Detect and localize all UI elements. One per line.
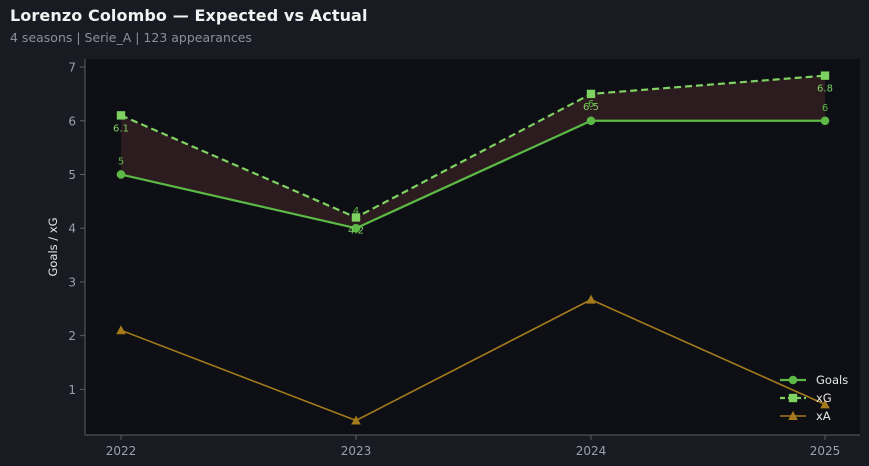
xa-point	[351, 415, 361, 425]
xa-point	[586, 294, 596, 304]
y-tick-label: 3	[68, 275, 76, 289]
x-tick-label: 2024	[576, 444, 607, 458]
goals-data-label: 6	[822, 103, 828, 114]
goals-point	[820, 116, 830, 126]
chart-title: Lorenzo Colombo — Expected vs Actual	[10, 6, 368, 25]
axis-ticks: 1 2 3 4 5 6 7 2022 2023 2024 2025	[68, 61, 840, 458]
legend-xa-marker	[788, 411, 798, 420]
y-tick-label: 7	[68, 61, 76, 75]
legend-xa-label: xA	[816, 409, 831, 423]
y-tick-label: 5	[68, 168, 76, 182]
y-tick-label: 2	[68, 329, 76, 343]
xg-point	[351, 213, 361, 222]
y-tick-label: 1	[68, 383, 76, 397]
goals-xg-gap-area	[121, 75, 825, 229]
xa-point	[820, 399, 830, 409]
legend: Goals xG xA	[780, 373, 848, 423]
y-tick-label: 4	[68, 222, 76, 236]
xg-data-label: 6.1	[113, 123, 129, 134]
xg-data-label: 6.5	[583, 102, 599, 113]
xg-data-label: 4.2	[348, 225, 364, 236]
xg-line	[120, 74, 826, 219]
xg-point	[586, 89, 596, 99]
y-tick-label: 6	[68, 114, 76, 128]
x-tick-label: 2023	[341, 444, 372, 458]
x-tick-label: 2025	[810, 444, 841, 458]
xa-line	[120, 298, 826, 422]
goals-point	[116, 170, 126, 179]
chart-subtitle: 4 seasons | Serie_A | 123 appearances	[10, 30, 252, 45]
series-markers	[116, 71, 830, 425]
legend-goals-label: Goals	[816, 373, 848, 387]
xg-point	[116, 111, 126, 120]
legend-goals-marker	[788, 375, 798, 385]
goals-point	[586, 116, 596, 126]
x-tick-label: 2022	[106, 444, 137, 458]
goals-xg-gap-fill	[121, 75, 825, 229]
xg-point	[820, 71, 830, 80]
xg-data-label: 6.8	[817, 84, 833, 95]
goals-data-label: 5	[118, 156, 124, 167]
xa-point	[116, 325, 126, 335]
series-lines	[120, 74, 826, 422]
goals-data-label: 6	[588, 99, 594, 110]
goals-point	[351, 223, 361, 233]
goals-line	[120, 119, 825, 230]
data-labels: 5 4 6 6 6.1 4.2 6.5 6.8	[113, 84, 833, 237]
goals-data-label: 4	[353, 206, 359, 217]
y-axis-label: Goals / xG	[46, 217, 60, 276]
legend-xg-label: xG	[816, 391, 832, 405]
legend-xg-marker	[788, 393, 798, 403]
